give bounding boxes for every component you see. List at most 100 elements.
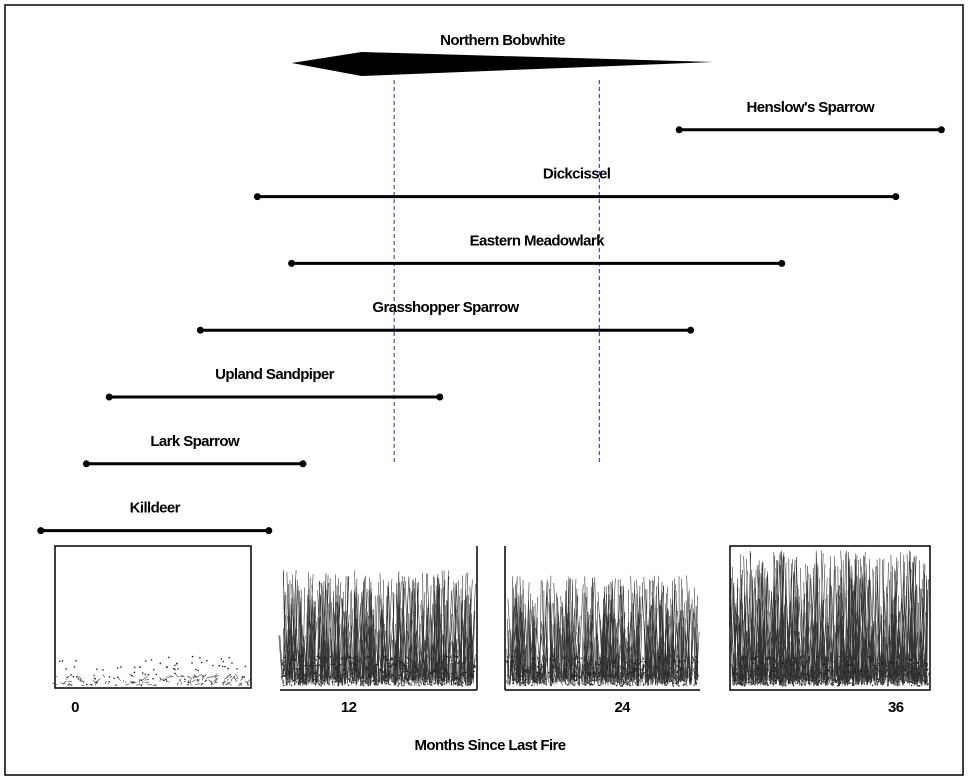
grass-speck (450, 673, 452, 675)
grass-speck (555, 666, 557, 668)
grass-speck (749, 677, 751, 679)
grass-speck (422, 659, 424, 661)
grass-speck (362, 661, 364, 663)
grass-speck (667, 681, 669, 683)
grass-speck (291, 685, 293, 687)
grass-speck (533, 658, 535, 660)
grass-speck (740, 681, 742, 683)
grass-speck (408, 666, 410, 668)
grass-speck (813, 667, 815, 669)
grass-speck (851, 671, 853, 673)
grass-speck (805, 662, 807, 664)
grass-speck (375, 664, 377, 666)
grass-speck (144, 674, 146, 676)
grass-stroke (191, 680, 196, 682)
grass-speck (506, 660, 508, 662)
grass-speck (653, 675, 655, 677)
grass-speck (291, 659, 293, 661)
grass-speck (386, 659, 388, 661)
grass-speck (455, 682, 457, 684)
grass-speck (693, 660, 695, 662)
grass-speck (693, 658, 695, 660)
grass-speck (62, 660, 64, 662)
grass-speck (642, 669, 644, 671)
grass-speck (838, 668, 840, 670)
grass-speck (631, 655, 633, 657)
grass-speck (876, 676, 878, 678)
grass-speck (760, 663, 762, 665)
grass-speck (639, 659, 641, 661)
grass-speck (902, 680, 904, 682)
grass-speck (831, 669, 833, 671)
grass-speck (410, 684, 412, 686)
grass-speck (389, 666, 391, 668)
grass-speck (767, 670, 769, 672)
grass-speck (756, 665, 758, 667)
grass-stroke (241, 682, 242, 686)
grass-speck (443, 674, 445, 676)
x-tick-label: 12 (341, 699, 357, 716)
grass-speck (337, 665, 339, 667)
grass-speck (511, 657, 513, 659)
grass-speck (749, 674, 751, 676)
grass-speck (823, 673, 825, 675)
grass-speck (447, 673, 449, 675)
grass-speck (830, 666, 832, 668)
grass-speck (338, 671, 340, 673)
grass-speck (887, 665, 889, 667)
grass-speck (655, 663, 657, 665)
grass-speck (826, 659, 828, 661)
range-end (938, 126, 945, 133)
grass-speck (313, 662, 315, 664)
grass-speck (845, 664, 847, 666)
grass-speck (221, 658, 223, 660)
grass-speck (294, 671, 296, 673)
grass-speck (617, 676, 619, 678)
grass-speck (555, 670, 557, 672)
grass-speck (404, 667, 406, 669)
grass-speck (831, 657, 833, 659)
grass-speck (399, 674, 401, 676)
grass-speck (451, 660, 453, 662)
grass-speck (432, 671, 434, 673)
grass-speck (791, 679, 793, 681)
grass-speck (562, 657, 564, 659)
grass-speck (288, 681, 290, 683)
grass-speck (368, 675, 370, 677)
grass-speck (665, 673, 667, 675)
grass-speck (689, 669, 691, 671)
grass-speck (923, 674, 925, 676)
grass-speck (640, 669, 642, 671)
grass-speck (94, 678, 96, 680)
grass-speck (523, 669, 525, 671)
grass-speck (438, 662, 440, 664)
grass-speck (324, 656, 326, 658)
grass-speck (75, 660, 77, 662)
grass-speck (408, 659, 410, 661)
grass-speck (397, 667, 399, 669)
grass-speck (927, 663, 929, 665)
grass-speck (677, 681, 679, 683)
grass-speck (643, 666, 645, 668)
grass-speck (884, 672, 886, 674)
grass-speck (408, 682, 410, 684)
grass-speck (435, 675, 437, 677)
grass-speck (776, 665, 778, 667)
grass-speck (625, 682, 627, 684)
grass-speck (738, 682, 740, 684)
grass-speck (637, 660, 639, 662)
grass-speck (857, 680, 859, 682)
grass-speck (897, 674, 899, 676)
grass-speck (851, 682, 853, 684)
grass-speck (816, 684, 818, 686)
grass-speck (906, 662, 908, 664)
grass-speck (388, 675, 390, 677)
grass-speck (927, 683, 929, 685)
grass-speck (543, 662, 545, 664)
grass-stroke (195, 684, 199, 685)
grass-speck (877, 673, 879, 675)
grass-speck (595, 673, 597, 675)
grass-speck (199, 657, 201, 659)
grass-speck (298, 682, 300, 684)
grass-speck (883, 671, 885, 673)
